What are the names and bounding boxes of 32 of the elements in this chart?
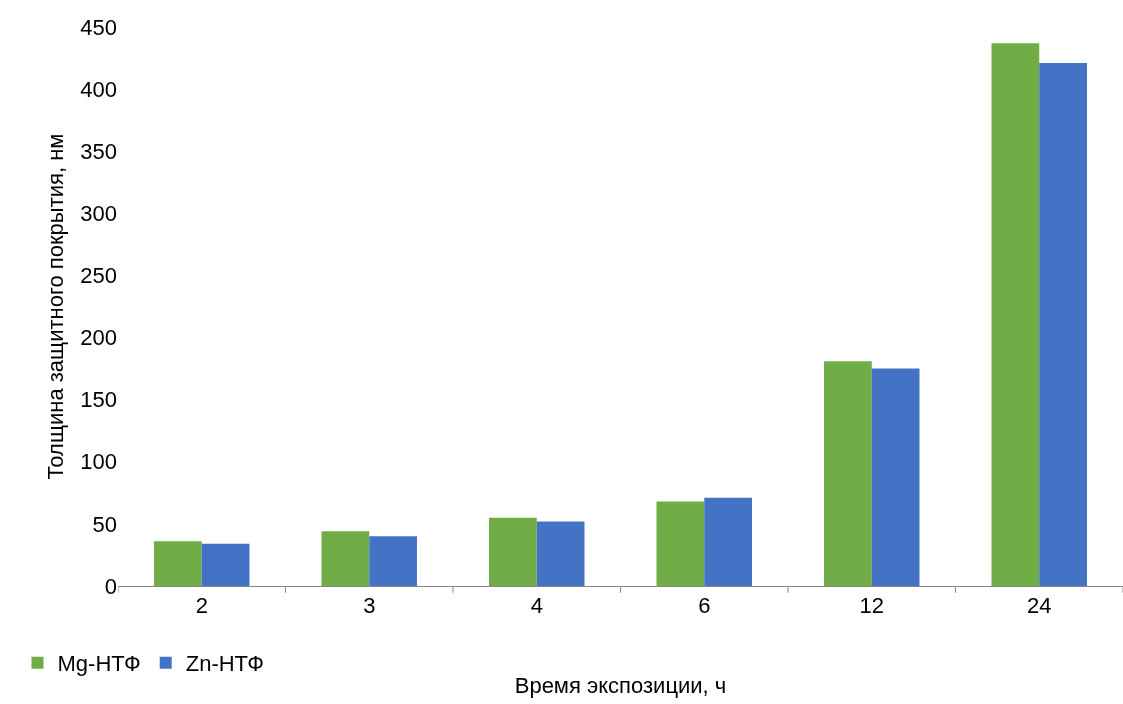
- y-tick-label: 150: [80, 387, 117, 413]
- y-tick-label: 50: [92, 511, 117, 537]
- y-tick-label: 100: [80, 449, 117, 475]
- bar: [536, 521, 585, 586]
- y-axis-title: Толщина защитного покрытия, нм: [43, 133, 69, 480]
- bar: [321, 531, 370, 586]
- x-tick-label: 2: [195, 593, 208, 619]
- y-tick-label: 450: [80, 14, 117, 40]
- x-tick-label: 4: [530, 593, 543, 619]
- x-tick-label: 24: [1027, 593, 1052, 619]
- bar: [871, 368, 920, 586]
- y-tick-label: 200: [80, 325, 117, 351]
- bar: [201, 543, 250, 586]
- bar: [704, 497, 752, 586]
- y-tick-label: 300: [80, 201, 117, 227]
- x-axis-title: Время экспозиции, ч: [514, 673, 727, 699]
- bar: [369, 536, 417, 586]
- x-tick-label: 3: [363, 593, 376, 619]
- bar: [991, 43, 1040, 586]
- legend-label: Mg-НТФ: [57, 651, 141, 677]
- x-tick-label: 12: [859, 593, 884, 619]
- legend-label: Zn-НТФ: [185, 651, 265, 677]
- y-tick-label: 400: [80, 76, 117, 102]
- x-tick-label: 6: [698, 593, 711, 619]
- bar: [154, 541, 202, 586]
- y-tick-label: 350: [80, 138, 117, 164]
- bar: [489, 517, 537, 586]
- bar: [656, 501, 705, 586]
- bar: [1039, 63, 1087, 586]
- bar: [824, 361, 872, 586]
- y-tick-label: 0: [104, 573, 117, 599]
- y-tick-label: 250: [80, 263, 117, 289]
